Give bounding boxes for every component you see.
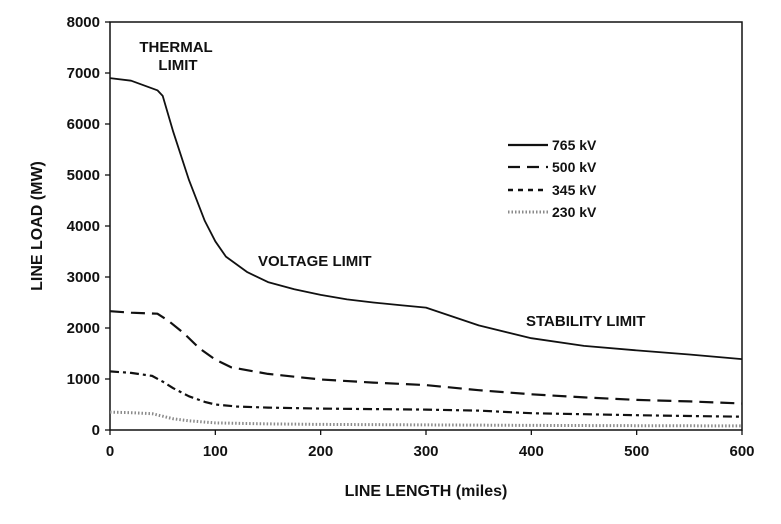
plot-frame — [109, 21, 743, 431]
legend-label-230kv: 230 kV — [552, 204, 597, 220]
legend-label-765kv: 765 kV — [552, 137, 597, 153]
series-line-765kv — [109, 77, 743, 360]
legend-label-500kv: 500 kV — [552, 159, 597, 175]
x-tick-label: 0 — [106, 443, 114, 460]
annotation-stability-limit: STABILITY LIMIT — [526, 313, 645, 330]
annotation-voltage-limit: VOLTAGE LIMIT — [258, 253, 372, 270]
y-axis-title: LINE LOAD (MW) — [29, 161, 46, 291]
legend-item-500kv: 500 kV — [508, 159, 597, 175]
annotation-thermal-limit: THERMAL LIMIT — [139, 39, 216, 74]
x-axis-title: LINE LENGTH (miles) — [345, 483, 508, 500]
y-tick-label: 2000 — [67, 320, 100, 337]
x-tick-label: 600 — [729, 443, 754, 460]
legend-item-230kv: 230 kV — [508, 204, 597, 220]
series-line-500kv — [109, 310, 743, 405]
y-tick-label: 0 — [92, 422, 100, 439]
legend-item-345kv: 345 kV — [508, 182, 597, 198]
x-tick-label: 100 — [203, 443, 228, 460]
legend-label-345kv: 345 kV — [552, 182, 597, 198]
y-tick-label: 5000 — [67, 167, 100, 184]
legend: 765 kV 500 kV 345 kV 230 kV — [508, 137, 597, 220]
y-tick-label: 6000 — [67, 116, 100, 133]
series-lines — [109, 77, 743, 428]
x-tick-label: 200 — [308, 443, 333, 460]
y-tick-label: 7000 — [67, 65, 100, 82]
y-tick-label: 3000 — [67, 269, 100, 286]
y-tick-label: 4000 — [67, 218, 100, 235]
series-line-230kv — [109, 410, 743, 428]
legend-item-765kv: 765 kV — [508, 137, 597, 153]
series-line-345kv — [109, 370, 743, 418]
x-tick-label: 300 — [413, 443, 438, 460]
axis-ticks: 0 1000 2000 3000 4000 5000 6000 7000 8000 0 100 200… — [67, 14, 755, 460]
y-tick-label: 1000 — [67, 371, 100, 388]
y-tick-label: 8000 — [67, 14, 100, 31]
x-tick-label: 500 — [624, 443, 649, 460]
x-tick-label: 400 — [519, 443, 544, 460]
